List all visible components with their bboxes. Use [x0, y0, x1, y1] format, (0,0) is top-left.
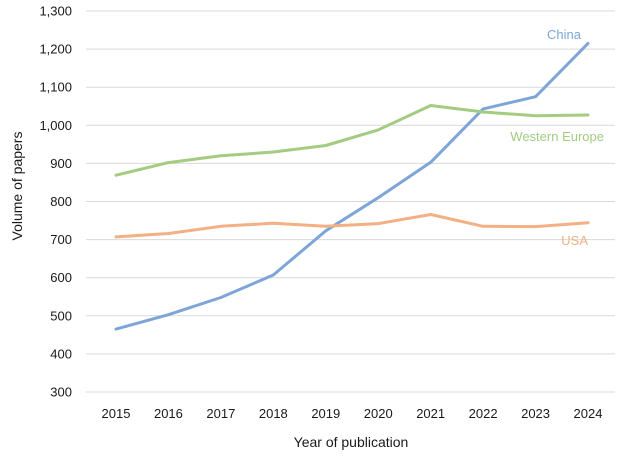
y-tick-label: 500	[50, 308, 72, 323]
series-label-western-europe: Western Europe	[510, 129, 604, 144]
x-tick-label: 2021	[416, 406, 445, 421]
y-axis-title: Volume of papers	[9, 132, 25, 241]
y-tick-label: 900	[50, 156, 72, 171]
y-tick-label: 1,100	[39, 80, 72, 95]
gridlines	[86, 10, 615, 393]
y-tick-label: 300	[50, 385, 72, 400]
series-line-china	[114, 41, 590, 331]
y-tick-label: 600	[50, 270, 72, 285]
y-axis-ticks: 300 400 500 600 700 800 900 1,000 1,100 1,200 1,30…	[39, 4, 72, 400]
y-tick-label: 1,300	[39, 4, 72, 19]
x-tick-label: 2024	[574, 406, 603, 421]
series-labels: China Western Europe USA	[510, 27, 604, 248]
series-lines	[114, 41, 590, 331]
series-label-china: China	[547, 27, 582, 42]
x-tick-label: 2015	[102, 406, 131, 421]
x-tick-label: 2019	[311, 406, 340, 421]
series-label-usa: USA	[561, 233, 588, 248]
y-tick-label: 700	[50, 232, 72, 247]
x-tick-label: 2020	[364, 406, 393, 421]
y-tick-label: 1,200	[39, 42, 72, 57]
x-axis-title: Year of publication	[294, 434, 409, 450]
x-tick-label: 2016	[154, 406, 183, 421]
y-tick-label: 800	[50, 194, 72, 209]
y-tick-label: 400	[50, 346, 72, 361]
x-tick-label: 2023	[521, 406, 550, 421]
series-line-usa	[114, 213, 590, 239]
y-tick-label: 1,000	[39, 118, 72, 133]
x-tick-label: 2017	[206, 406, 235, 421]
series-line-western-europe	[114, 104, 590, 177]
x-axis-ticks: 2015 2016 2017 2018 2019 2020 2021 2022 2023 2024	[102, 406, 603, 421]
x-tick-label: 2018	[259, 406, 288, 421]
x-tick-label: 2022	[469, 406, 498, 421]
